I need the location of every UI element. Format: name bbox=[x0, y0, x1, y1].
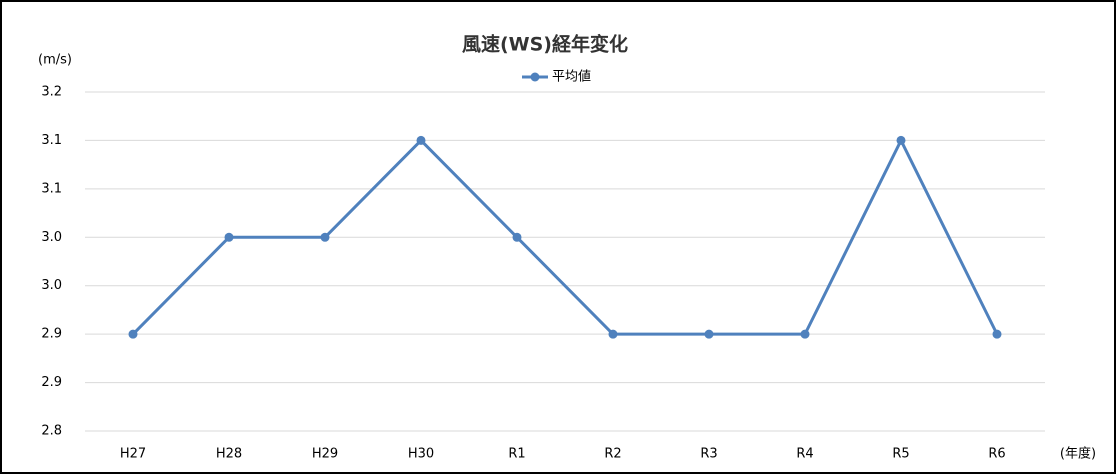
data-point bbox=[416, 135, 426, 145]
data-point bbox=[512, 232, 522, 242]
y-tick-label: 3.0 bbox=[41, 230, 62, 245]
x-tick-label: R5 bbox=[892, 447, 909, 462]
y-tick-label: 2.9 bbox=[41, 327, 62, 342]
x-tick-label: H28 bbox=[216, 447, 242, 462]
data-point bbox=[128, 329, 138, 339]
x-tick-label: H29 bbox=[312, 447, 338, 462]
data-point bbox=[704, 329, 714, 339]
data-point bbox=[896, 135, 906, 145]
legend-marker bbox=[530, 72, 540, 82]
x-tick-label: R2 bbox=[604, 447, 621, 462]
x-tick-label: R4 bbox=[796, 447, 813, 462]
legend-label: 平均値 bbox=[552, 69, 591, 85]
y-tick-label: 3.0 bbox=[41, 278, 62, 293]
y-tick-label: 2.8 bbox=[41, 424, 62, 439]
y-tick-label: 2.9 bbox=[41, 375, 62, 390]
x-tick-label: R6 bbox=[988, 447, 1005, 462]
data-point bbox=[224, 232, 234, 242]
x-tick-label: H27 bbox=[120, 447, 146, 462]
y-axis-label: (m/s) bbox=[38, 53, 72, 68]
y-tick-label: 3.1 bbox=[41, 133, 62, 148]
data-point bbox=[992, 329, 1002, 339]
data-point bbox=[608, 329, 618, 339]
x-tick-label: H30 bbox=[408, 447, 434, 462]
x-tick-label: R1 bbox=[508, 447, 525, 462]
chart-title: 風速(WS)経年変化 bbox=[462, 33, 628, 56]
data-point bbox=[320, 232, 330, 242]
y-tick-label: 3.2 bbox=[41, 85, 62, 100]
data-point bbox=[800, 329, 810, 339]
x-axis-label: (年度) bbox=[1060, 446, 1096, 462]
x-tick-label: R3 bbox=[700, 447, 717, 462]
y-tick-label: 3.1 bbox=[41, 181, 62, 196]
series-line bbox=[131, 138, 999, 336]
